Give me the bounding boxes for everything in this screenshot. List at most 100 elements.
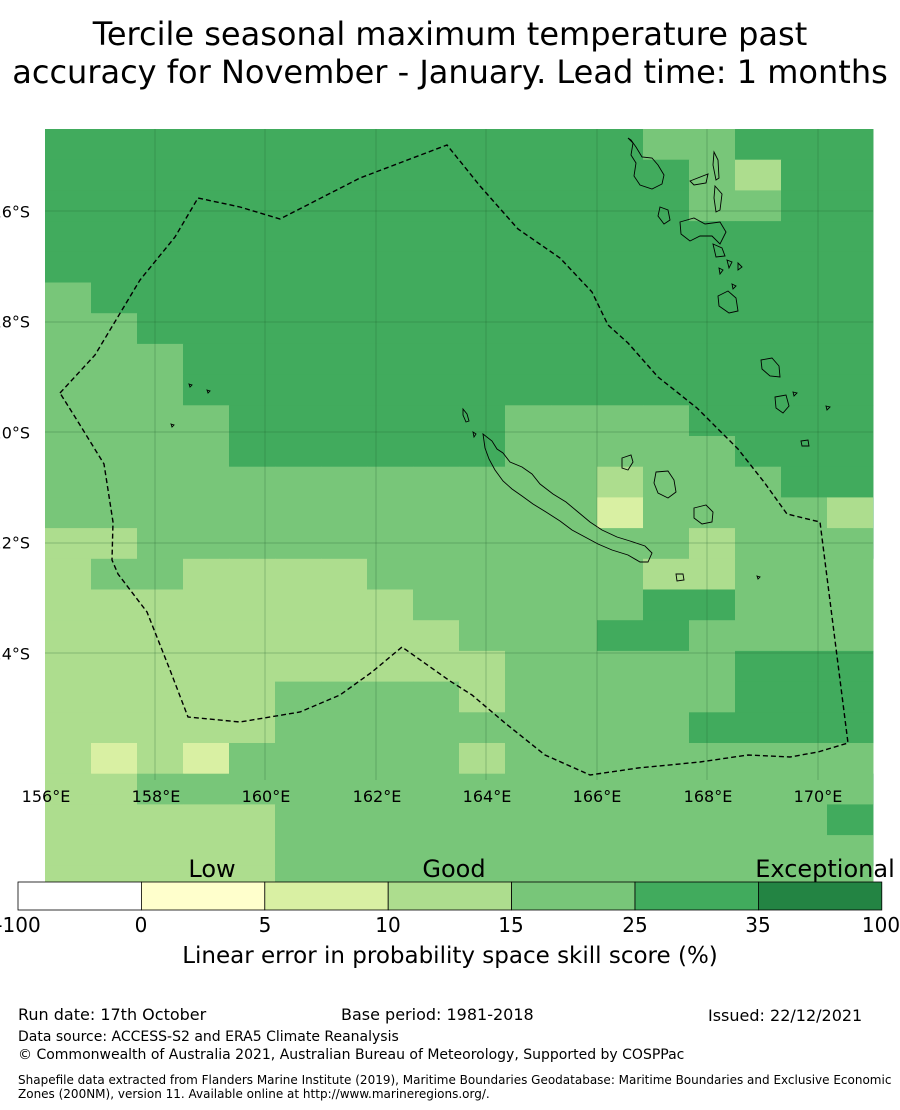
small-islet-c [718,267,724,276]
grid-cell [735,343,782,375]
grid-cell [689,405,736,437]
grid-cell [597,313,644,345]
grid-cell [827,251,874,283]
grid-cell [827,712,874,744]
grid-cell [597,497,644,529]
grid-cell [183,835,230,867]
grid-cell [689,313,736,345]
grid-cell [229,497,276,529]
grid-cell [91,620,138,652]
grid-cell [781,835,828,867]
grid-cell [229,436,276,468]
grid-cell [551,343,598,375]
grid-cell [229,589,276,621]
lon-tick-label: 170°E [793,787,843,806]
grid-cell [91,589,138,621]
grid-cell [781,558,828,590]
grid-cell [367,497,414,529]
epi-island [712,243,726,258]
grid-cell [275,159,322,191]
colorbar-swatch [17,881,142,911]
grid-cell [735,743,782,775]
grid-cell [229,804,276,836]
small-islet-d [731,283,737,290]
grid-cell [827,343,874,375]
grid-cell [827,650,874,682]
grid-cell [735,804,782,836]
grid-cell [321,405,368,437]
grid-cell [689,497,736,529]
grid-cell [183,190,230,222]
grid-cell [137,405,184,437]
grid-cell [459,835,506,867]
grid-cell [735,497,782,529]
malakula-island [657,206,671,225]
lat-tick-label: 22°S [0,533,31,553]
grid-cell [275,712,322,744]
colorbar-swatch [634,881,759,911]
grid-cell [275,681,322,713]
grid-cell [45,681,92,713]
grid-cell [321,374,368,406]
grid-cell [781,221,828,253]
base-period: Base period: 1981-2018 [341,1005,534,1024]
grid-cell [137,159,184,191]
grid-cell [505,282,552,314]
grid-cell [137,374,184,406]
grid-cell [735,558,782,590]
grid-cell [137,221,184,253]
grid-cell [735,650,782,682]
colorbar-tick-label: 25 [622,913,648,937]
grid-cell [367,251,414,283]
grid-cell [459,374,506,406]
grid-cell [551,436,598,468]
grid-cell [597,374,644,406]
grid-cell [183,129,230,161]
small-islet-j [170,423,175,428]
grid-cell [321,251,368,283]
grid-cell [689,190,736,222]
grid-cell [459,528,506,560]
grid-cell [367,620,414,652]
lon-tick-label: 168°E [683,787,733,806]
grid-cell [505,159,552,191]
grid-cell [413,743,460,775]
grid-cell [137,650,184,682]
grid-cell [321,558,368,590]
grid-cell [45,835,92,867]
grid-cell [183,466,230,498]
grid-cell [413,405,460,437]
grid-cell [275,804,322,836]
grid-cell [643,650,690,682]
colorbar-swatch [264,881,389,911]
chart-title-line-1: Tercile seasonal maximum temperature pas… [92,15,808,53]
grid-cell [321,436,368,468]
grid-cell [45,650,92,682]
grid-cell [367,190,414,222]
grid-cell [367,835,414,867]
grid-cell [551,681,598,713]
grid-cell [643,313,690,345]
grid-cell [551,190,598,222]
grid-cell [367,221,414,253]
grid-cell [459,282,506,314]
grid-cell [137,436,184,468]
grid-cell [735,129,782,161]
colorbar-tick-label: 10 [375,913,401,937]
grid-cell [183,589,230,621]
grid-cell [689,743,736,775]
grid-cell [137,343,184,375]
grid-cell [413,773,460,805]
grid-cell [321,343,368,375]
copyright-notice: © Commonwealth of Australia 2021, Austra… [18,1047,685,1063]
grid-cell [459,405,506,437]
grid-cell [367,650,414,682]
grid-cell [229,190,276,222]
grid-cell [597,620,644,652]
graticule [45,129,873,780]
lat-tick-label: 24°S [0,644,31,664]
erromango-island [717,290,739,314]
grid-cell [367,681,414,713]
grid-cell [459,251,506,283]
grid-cell [275,773,322,805]
